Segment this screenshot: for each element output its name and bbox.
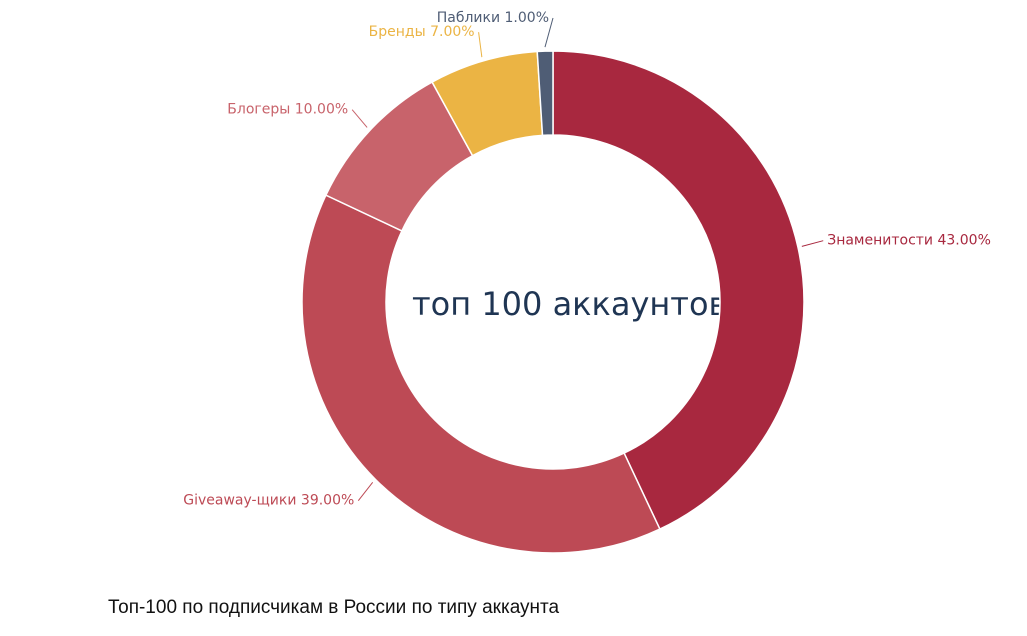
leader-line [478, 32, 483, 58]
slice [301, 194, 661, 554]
value-label: 10.00% [295, 102, 348, 118]
value-label: 43.00% [937, 233, 990, 249]
chart-title: Топ-100 по подписчикам в России по типу … [108, 597, 560, 618]
slice-label: Бренды 7.00% [369, 24, 475, 40]
slice [552, 50, 805, 531]
category-label: Giveaway-щики [183, 493, 296, 509]
category-label: Блогеры [227, 102, 290, 118]
slice-label: Блогеры 10.00% [227, 102, 348, 118]
category-label: Паблики [437, 10, 500, 26]
leader-line [351, 109, 368, 128]
leader-line [357, 482, 374, 502]
slice-label: Знаменитости 43.00% [827, 233, 991, 249]
slice-label: Паблики 1.00% [437, 10, 549, 26]
value-label: 39.00% [301, 493, 354, 509]
slice-label: Giveaway-щики 39.00% [183, 493, 354, 509]
category-label: Знаменитости [827, 233, 933, 249]
leader-line [801, 240, 824, 247]
value-label: 1.00% [505, 10, 549, 26]
slice [536, 50, 554, 137]
center-label: топ 100 аккаунтов [412, 285, 727, 323]
leader-line [544, 17, 554, 48]
value-label: 7.00% [430, 24, 474, 40]
category-label: Бренды [369, 24, 426, 40]
